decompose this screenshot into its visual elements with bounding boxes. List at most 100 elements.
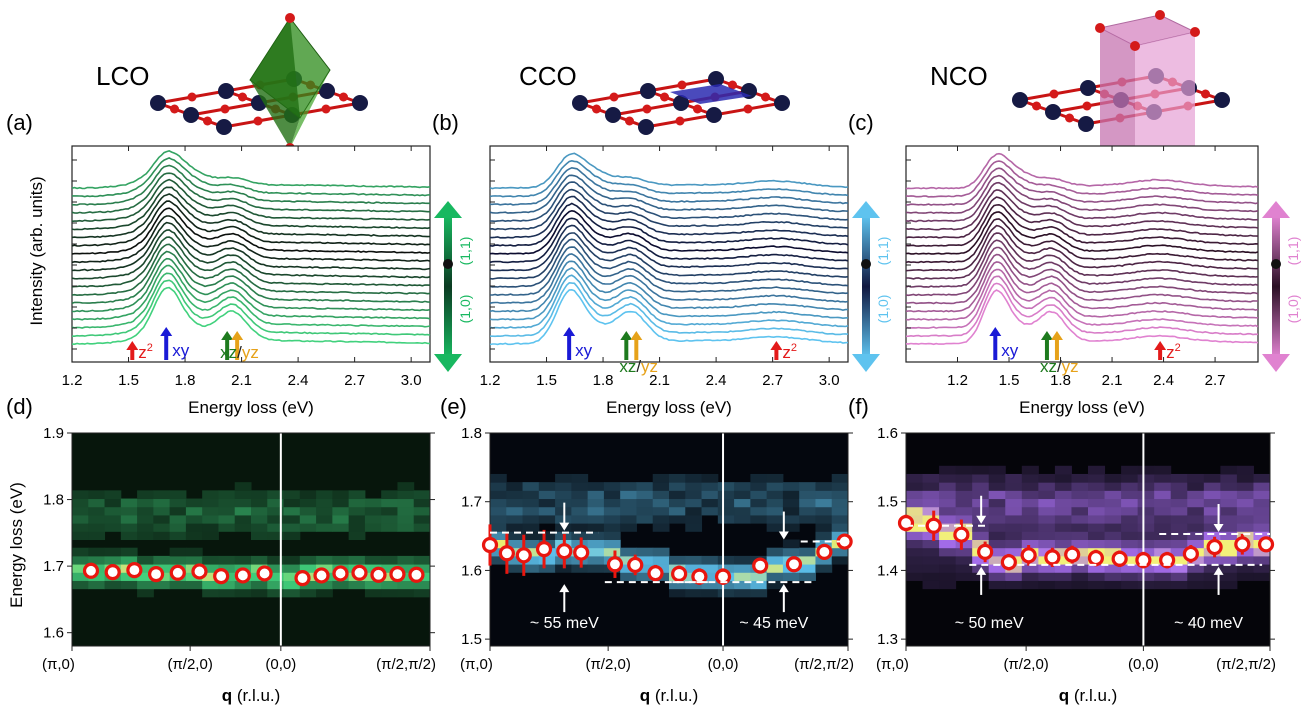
heatmap-cell <box>251 514 268 524</box>
x-tick-label: (0,0) <box>265 656 296 673</box>
heatmap-cell <box>603 547 621 557</box>
spectrum-line <box>71 150 431 190</box>
spectrum-line <box>489 253 849 304</box>
heatmap-cell <box>922 482 940 491</box>
heatmap-cell <box>1187 564 1205 573</box>
arrow-head <box>630 331 643 340</box>
heatmap-cell <box>955 572 973 581</box>
spectrum-line <box>905 239 1259 288</box>
gap-annotation-right: ~ 45 meV <box>739 615 808 632</box>
heatmap-cell <box>72 564 89 573</box>
spectrum-line <box>71 286 431 346</box>
heatmap-cell <box>120 498 138 508</box>
label-xz-yz: xz/yz <box>1040 357 1079 376</box>
heatmap-cell <box>766 514 784 524</box>
heatmap-cell <box>234 580 252 590</box>
cu-atom <box>1214 92 1230 108</box>
x-tick-label: (π,0) <box>460 656 493 673</box>
x-tick-label: (π,0) <box>876 656 909 673</box>
heatmap-cell <box>799 506 816 516</box>
heatmap-cell <box>348 531 366 540</box>
heatmap-cell <box>1170 580 1188 590</box>
heatmap-cell <box>490 482 507 491</box>
x-tick-label: (π/2,0) <box>167 656 212 673</box>
heatmap-cell <box>381 555 398 565</box>
data-point <box>515 547 532 564</box>
heatmap-cell <box>906 555 924 565</box>
y-tick-label: 1.5 <box>461 631 482 648</box>
heatmap-cell <box>234 482 252 491</box>
heatmap-cell <box>1170 539 1188 549</box>
heatmap-cell <box>701 473 719 483</box>
heatmap-cell <box>1038 531 1056 540</box>
heatmap-cell <box>939 572 957 581</box>
heatmap-cell <box>1104 482 1122 491</box>
heatmap-cell <box>104 555 122 565</box>
heatmap-cell <box>283 555 301 565</box>
heatmap-cell <box>685 482 703 491</box>
heatmap-cell <box>413 564 431 573</box>
o-atom <box>1065 113 1074 123</box>
data-point <box>191 563 208 580</box>
heatmap-cell <box>1005 482 1023 491</box>
heatmap-cell <box>169 498 187 508</box>
heatmap-cell <box>636 514 654 524</box>
heatmap-cell <box>364 564 382 573</box>
heatmap-cell <box>1236 555 1254 565</box>
heatmap-cell <box>104 506 122 516</box>
heatmap-cell <box>669 588 686 598</box>
heatmap-cell <box>955 555 973 565</box>
heatmap-cell <box>906 473 924 483</box>
heatmap-cell <box>734 482 751 491</box>
heatmap-cell <box>137 572 154 581</box>
heatmap-cell <box>1088 572 1106 581</box>
heatmap-cell <box>1170 490 1188 500</box>
spectrum-line <box>71 193 431 239</box>
heatmap-cell <box>750 572 768 581</box>
x-tick-label: 3.0 <box>819 372 840 389</box>
heatmap-cell <box>299 580 317 590</box>
data-point <box>897 514 915 532</box>
q-gradient-bar <box>444 216 452 357</box>
heatmap-cell <box>1236 482 1254 491</box>
heatmap-cell <box>1121 523 1139 532</box>
heatmap-cell <box>955 547 973 557</box>
heatmap-cell <box>397 588 415 598</box>
heatmap-cell <box>72 531 89 540</box>
heatmap-cell <box>1088 564 1106 573</box>
heatmap-cell <box>1154 539 1172 549</box>
q-gradient-bar <box>1272 216 1280 357</box>
heatmap-cell <box>906 547 924 557</box>
heatmap-cell <box>381 490 398 500</box>
heatmap-cell <box>316 588 333 598</box>
heatmap-cell <box>1187 482 1205 491</box>
heatmap-cell <box>555 473 572 483</box>
spectrum-line <box>489 288 849 346</box>
heatmap-cell <box>636 564 654 573</box>
heatmap-cell <box>988 547 1006 557</box>
data-point <box>1234 536 1251 553</box>
heatmap-cell <box>299 523 317 532</box>
heatmap-cell <box>1088 473 1106 483</box>
heatmap-cell <box>972 539 990 549</box>
arrow-head <box>976 515 987 524</box>
data-point <box>1135 552 1152 569</box>
heatmap-cell <box>939 523 957 532</box>
arrow-head <box>976 566 987 575</box>
heatmap-cell <box>1154 572 1172 581</box>
heatmap-cell <box>413 490 431 500</box>
heatmap-cell <box>1121 514 1139 524</box>
gamma-marker <box>1271 259 1281 269</box>
heatmap-cell <box>799 564 816 573</box>
x-tick-label: (π,0) <box>42 656 75 673</box>
heatmap-cell <box>348 523 366 532</box>
heatmap-cell <box>939 539 957 549</box>
heatmap-cell <box>636 506 654 516</box>
heatmap-cell <box>922 498 940 508</box>
heatmap-cell <box>831 547 849 557</box>
heatmap-cell <box>137 555 154 565</box>
o-atom <box>339 92 348 102</box>
heatmap-cell <box>538 506 556 516</box>
cu-atom <box>1045 104 1061 120</box>
heatmap-cell <box>202 572 219 581</box>
